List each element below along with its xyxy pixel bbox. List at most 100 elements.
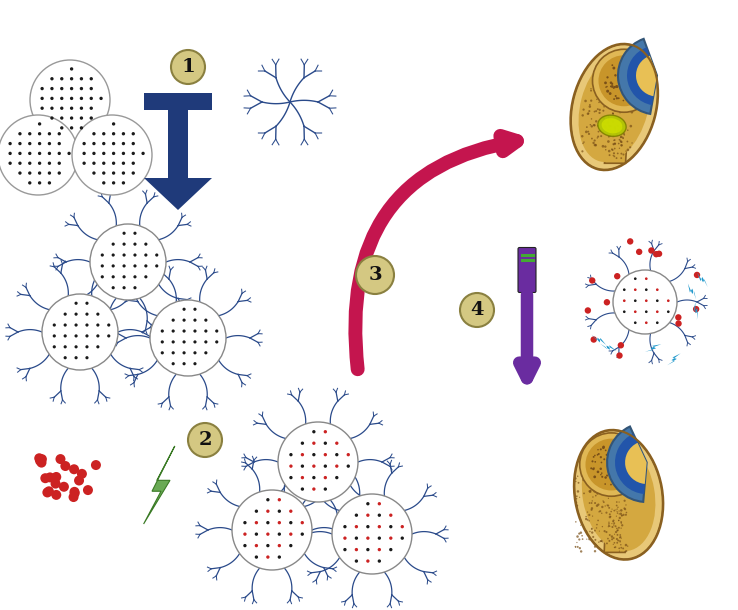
Circle shape: [613, 98, 615, 100]
Circle shape: [614, 477, 617, 479]
Circle shape: [621, 515, 623, 516]
Circle shape: [627, 85, 630, 88]
Circle shape: [613, 544, 614, 545]
Circle shape: [266, 533, 269, 536]
Circle shape: [590, 509, 593, 511]
Circle shape: [122, 162, 125, 165]
Circle shape: [77, 469, 87, 479]
Circle shape: [656, 321, 658, 324]
Circle shape: [578, 515, 579, 516]
Polygon shape: [144, 178, 212, 210]
Circle shape: [599, 109, 601, 111]
Circle shape: [355, 548, 358, 551]
Circle shape: [613, 152, 615, 154]
Circle shape: [613, 143, 614, 145]
Circle shape: [634, 321, 637, 324]
Circle shape: [618, 134, 620, 136]
Circle shape: [582, 538, 584, 540]
Circle shape: [401, 536, 404, 540]
Circle shape: [611, 538, 613, 540]
Circle shape: [112, 171, 115, 174]
Circle shape: [611, 470, 613, 473]
Wedge shape: [607, 426, 646, 502]
Circle shape: [598, 131, 599, 132]
Circle shape: [618, 478, 621, 480]
Circle shape: [605, 512, 607, 514]
Circle shape: [51, 490, 61, 500]
Circle shape: [588, 514, 590, 516]
Circle shape: [588, 490, 591, 492]
Circle shape: [618, 520, 619, 521]
Circle shape: [75, 334, 77, 337]
Circle shape: [580, 550, 582, 553]
Circle shape: [615, 97, 618, 99]
Circle shape: [585, 516, 587, 517]
Circle shape: [38, 132, 41, 135]
Circle shape: [618, 511, 620, 512]
Circle shape: [366, 525, 370, 528]
Circle shape: [28, 162, 32, 165]
Circle shape: [613, 98, 615, 100]
Circle shape: [608, 469, 610, 472]
Circle shape: [624, 470, 627, 472]
Circle shape: [622, 477, 624, 479]
Circle shape: [624, 544, 627, 547]
Circle shape: [588, 479, 590, 481]
Circle shape: [630, 97, 631, 98]
Circle shape: [587, 112, 589, 115]
Circle shape: [401, 525, 404, 528]
Circle shape: [630, 468, 632, 470]
Circle shape: [590, 90, 592, 92]
Circle shape: [70, 97, 73, 100]
Circle shape: [619, 110, 621, 112]
Circle shape: [598, 476, 600, 478]
Circle shape: [612, 112, 613, 114]
Circle shape: [613, 143, 615, 144]
Circle shape: [324, 453, 327, 456]
Circle shape: [582, 535, 583, 537]
Circle shape: [300, 521, 304, 525]
Circle shape: [615, 92, 617, 94]
FancyBboxPatch shape: [144, 93, 212, 110]
Circle shape: [575, 547, 576, 548]
Circle shape: [636, 249, 642, 255]
Circle shape: [591, 528, 593, 530]
Circle shape: [75, 312, 77, 316]
Circle shape: [618, 547, 620, 549]
Circle shape: [576, 498, 577, 500]
Circle shape: [123, 243, 125, 246]
Circle shape: [588, 520, 590, 522]
Circle shape: [599, 102, 600, 103]
Circle shape: [627, 480, 629, 482]
Circle shape: [693, 306, 700, 312]
Circle shape: [102, 171, 106, 174]
Circle shape: [193, 318, 196, 321]
Circle shape: [92, 171, 96, 174]
Circle shape: [610, 516, 611, 517]
Circle shape: [277, 521, 281, 525]
Circle shape: [144, 243, 148, 246]
Circle shape: [80, 117, 83, 120]
Circle shape: [641, 80, 643, 82]
Circle shape: [131, 132, 135, 135]
Circle shape: [620, 467, 623, 470]
Circle shape: [605, 531, 607, 533]
Circle shape: [28, 152, 32, 155]
Circle shape: [625, 477, 627, 479]
Circle shape: [589, 502, 590, 504]
Circle shape: [594, 461, 596, 463]
Circle shape: [602, 446, 605, 448]
Circle shape: [60, 126, 63, 129]
Circle shape: [617, 490, 618, 491]
Circle shape: [619, 534, 621, 536]
Circle shape: [675, 314, 682, 321]
Circle shape: [614, 468, 617, 470]
Circle shape: [96, 345, 100, 348]
Circle shape: [576, 504, 578, 507]
Circle shape: [620, 509, 623, 512]
Circle shape: [585, 131, 587, 133]
Circle shape: [58, 171, 61, 174]
Circle shape: [620, 450, 622, 453]
Circle shape: [618, 527, 620, 529]
Circle shape: [618, 520, 619, 521]
